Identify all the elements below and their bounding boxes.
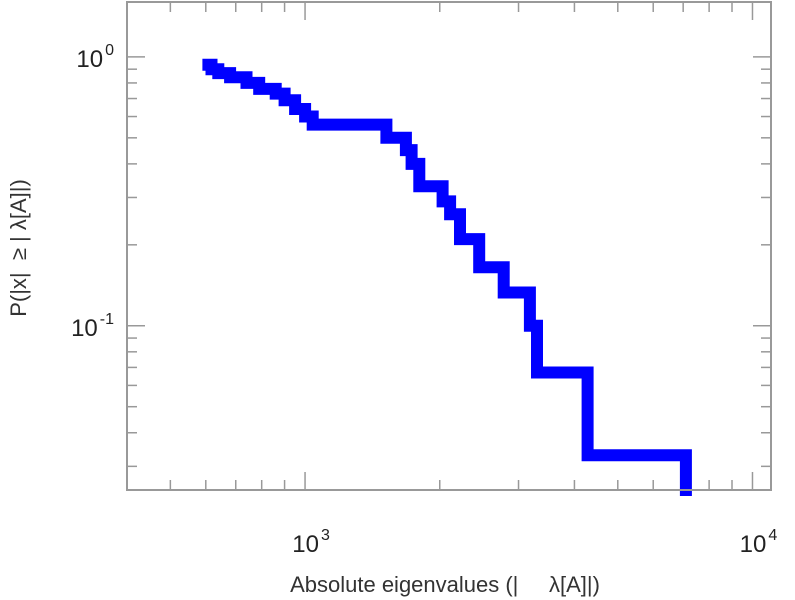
- data-point: [408, 160, 415, 167]
- data-point: [281, 97, 288, 104]
- series-layer: [202, 58, 692, 496]
- data-point: [439, 198, 446, 205]
- series-line-0: [202, 58, 692, 496]
- plot-frame: [126, 1, 772, 491]
- data-point: [534, 369, 540, 376]
- data-point: [309, 121, 316, 128]
- data-point: [292, 106, 299, 112]
- data-point: [500, 289, 507, 296]
- x-tick-label-0: 10 3: [292, 527, 330, 558]
- data-point: [476, 264, 483, 271]
- data-point: [227, 74, 234, 81]
- data-point: [208, 66, 215, 73]
- y-axis-title: P(|x| ≥ | λ[A]|): [6, 179, 31, 317]
- data-point: [402, 147, 409, 154]
- data-point: [256, 85, 263, 92]
- data-point: [457, 236, 463, 243]
- y-tick-label-1: 10 -1: [71, 311, 114, 342]
- data-point: [205, 61, 212, 68]
- data-point: [584, 452, 591, 459]
- data-point: [526, 322, 533, 329]
- x-tick-label-1: 10 4: [740, 527, 778, 558]
- data-point: [383, 134, 390, 141]
- data-point: [416, 183, 423, 190]
- axis-ticks: [126, 2, 771, 490]
- data-point: [272, 90, 279, 97]
- tick-labels: 10 3 10 4 10 0 10 -1: [71, 42, 777, 558]
- data-point: [243, 79, 250, 86]
- data-point: [215, 70, 222, 77]
- y-tick-label-0: 10 0: [76, 42, 114, 73]
- data-point: [447, 211, 454, 218]
- x-axis-title: Absolute eigenvalues (| λ[A]|): [290, 572, 600, 597]
- data-point: [302, 113, 309, 120]
